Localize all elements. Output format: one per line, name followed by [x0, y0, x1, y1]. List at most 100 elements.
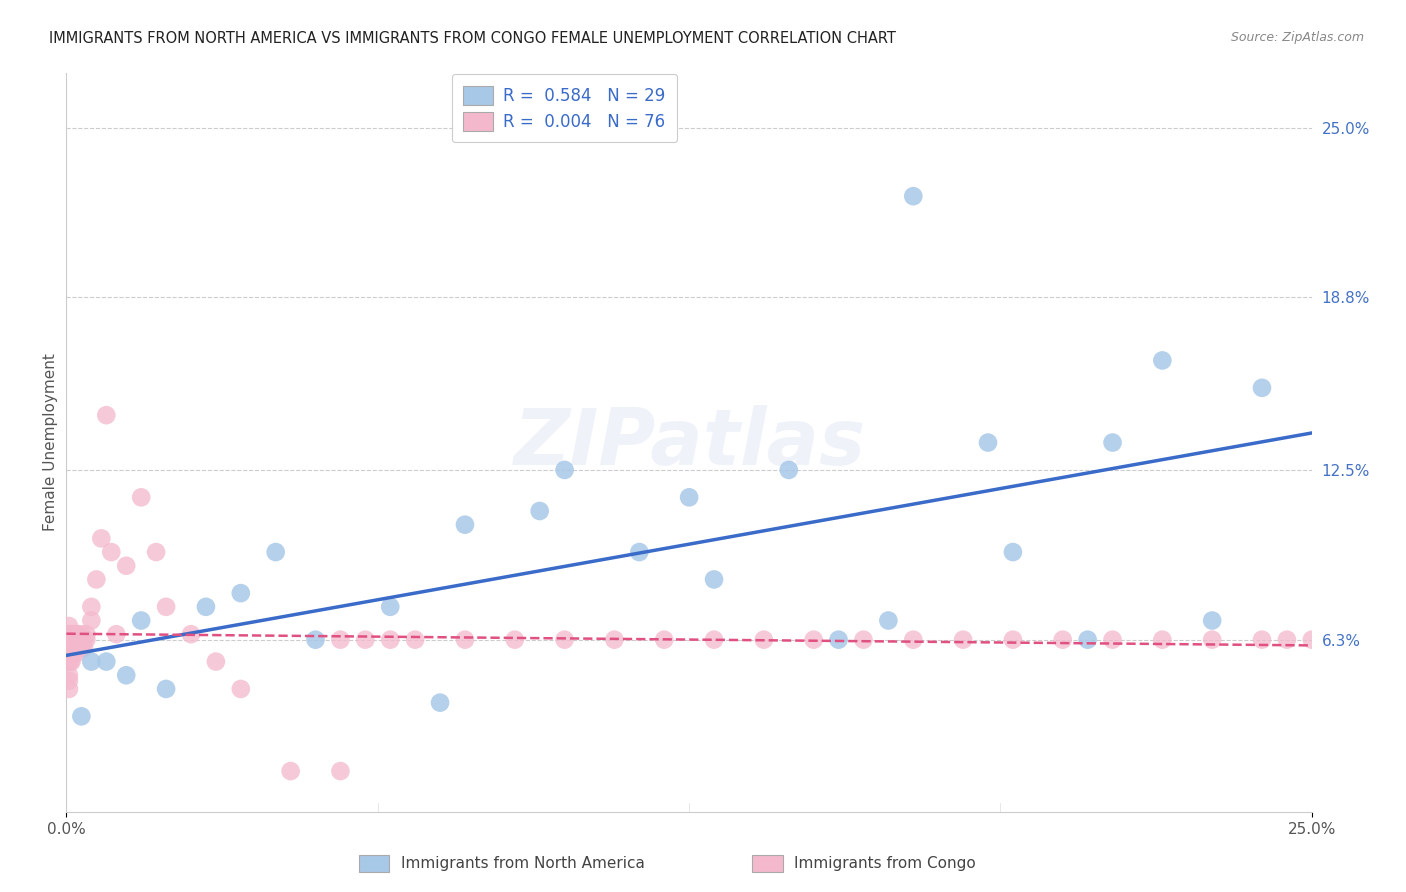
Point — [70, 709, 93, 723]
Text: Source: ZipAtlas.com: Source: ZipAtlas.com — [1230, 31, 1364, 45]
Text: Immigrants from Congo: Immigrants from Congo — [794, 856, 976, 871]
Point — [429, 696, 451, 710]
Point — [115, 558, 138, 573]
Point — [1301, 632, 1323, 647]
Point — [58, 655, 80, 669]
Point — [529, 504, 551, 518]
Point — [96, 655, 118, 669]
Point — [80, 599, 103, 614]
Point — [752, 632, 775, 647]
Point — [67, 640, 90, 655]
Point — [63, 646, 86, 660]
Point — [129, 614, 152, 628]
Point — [652, 632, 675, 647]
Point — [329, 764, 352, 778]
Point — [58, 681, 80, 696]
Point — [86, 573, 108, 587]
Point — [1201, 632, 1223, 647]
Point — [129, 491, 152, 505]
Point — [75, 627, 97, 641]
Point — [80, 655, 103, 669]
Point — [58, 640, 80, 655]
Point — [67, 632, 90, 647]
Point — [1001, 545, 1024, 559]
Point — [877, 614, 900, 628]
Point — [100, 545, 122, 559]
Point — [264, 545, 287, 559]
Point — [80, 614, 103, 628]
Point — [1077, 632, 1099, 647]
Text: Immigrants from North America: Immigrants from North America — [401, 856, 644, 871]
Point — [58, 627, 80, 641]
Point — [70, 627, 93, 641]
Point — [155, 681, 177, 696]
Point — [58, 673, 80, 688]
Point — [1251, 381, 1274, 395]
Point — [554, 463, 576, 477]
Point — [58, 632, 80, 647]
Point — [194, 599, 217, 614]
Point — [1201, 614, 1223, 628]
Point — [1101, 632, 1123, 647]
Point — [58, 635, 80, 649]
Point — [1275, 632, 1298, 647]
Text: IMMIGRANTS FROM NORTH AMERICA VS IMMIGRANTS FROM CONGO FEMALE UNEMPLOYMENT CORRE: IMMIGRANTS FROM NORTH AMERICA VS IMMIGRA… — [49, 31, 896, 46]
Point — [503, 632, 526, 647]
Point — [229, 681, 252, 696]
Point — [778, 463, 800, 477]
Point — [63, 640, 86, 655]
Point — [454, 632, 477, 647]
Point — [703, 573, 725, 587]
Point — [62, 627, 84, 641]
Point — [59, 627, 82, 641]
Point — [145, 545, 167, 559]
Point — [62, 640, 84, 655]
Point — [75, 632, 97, 647]
Point — [454, 517, 477, 532]
Text: ZIPatlas: ZIPatlas — [513, 405, 865, 481]
Legend: R =  0.584   N = 29, R =  0.004   N = 76: R = 0.584 N = 29, R = 0.004 N = 76 — [451, 74, 678, 143]
Point — [60, 640, 83, 655]
Point — [105, 627, 128, 641]
Point — [1101, 435, 1123, 450]
Point — [1152, 632, 1174, 647]
Point — [70, 640, 93, 655]
Point — [60, 627, 83, 641]
Point — [1052, 632, 1074, 647]
Point — [1152, 353, 1174, 368]
Point — [65, 632, 87, 647]
Point — [59, 655, 82, 669]
Point — [96, 408, 118, 422]
Point — [354, 632, 377, 647]
Point — [380, 632, 402, 647]
Point — [115, 668, 138, 682]
Point — [65, 640, 87, 655]
Point — [678, 491, 700, 505]
Point — [304, 632, 326, 647]
Point — [66, 627, 89, 641]
Point — [404, 632, 426, 647]
Point — [952, 632, 974, 647]
Point — [628, 545, 651, 559]
Point — [903, 632, 925, 647]
Point — [827, 632, 849, 647]
Point — [60, 655, 83, 669]
Point — [60, 632, 83, 647]
Point — [703, 632, 725, 647]
Point — [903, 189, 925, 203]
Point — [59, 640, 82, 655]
Point — [73, 632, 96, 647]
Point — [180, 627, 202, 641]
Point — [155, 599, 177, 614]
Point — [59, 646, 82, 660]
Point — [90, 532, 112, 546]
Point — [58, 619, 80, 633]
Point — [65, 646, 87, 660]
Point — [58, 668, 80, 682]
Point — [977, 435, 1000, 450]
Point — [380, 599, 402, 614]
Y-axis label: Female Unemployment: Female Unemployment — [44, 353, 58, 532]
Point — [1001, 632, 1024, 647]
Point — [205, 655, 228, 669]
Point — [58, 646, 80, 660]
